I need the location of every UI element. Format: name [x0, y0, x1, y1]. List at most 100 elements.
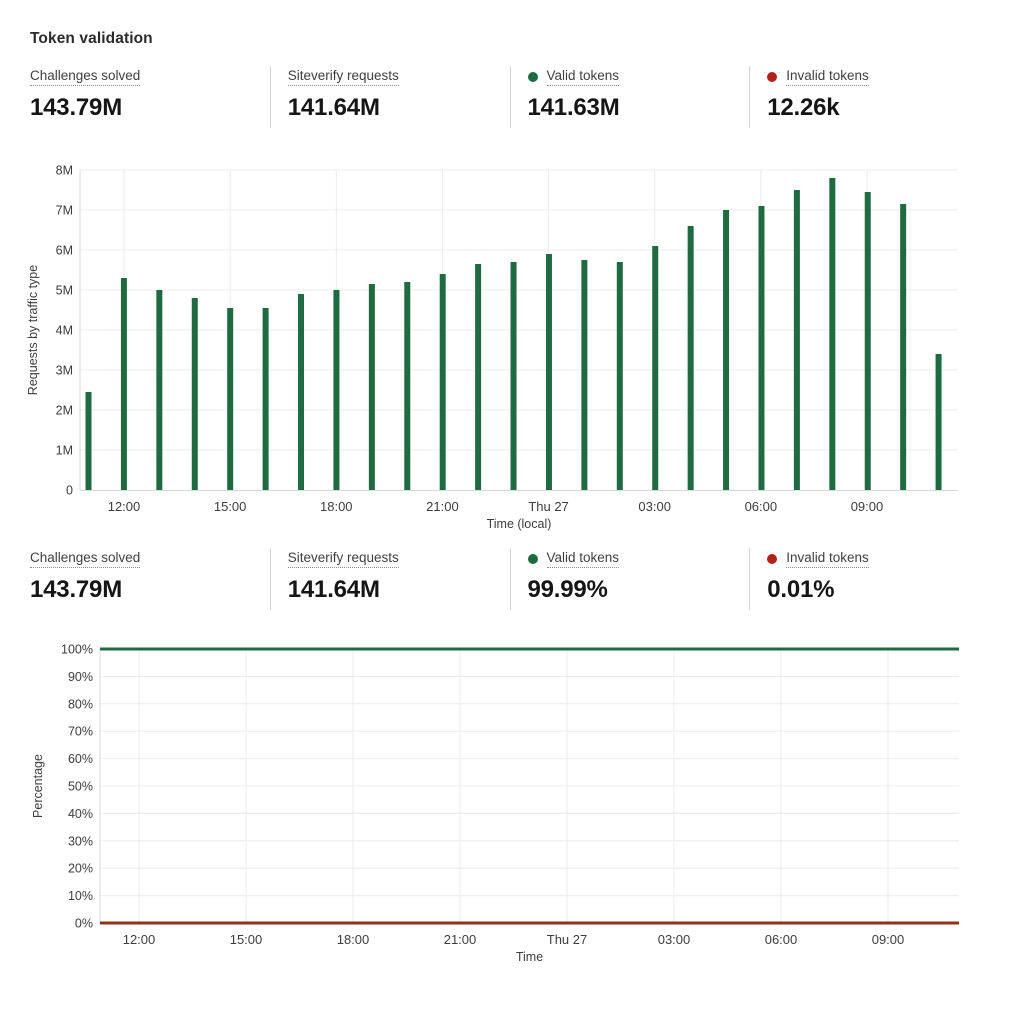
bar[interactable]: [475, 264, 482, 490]
gridlines: [80, 169, 958, 490]
bar[interactable]: [85, 392, 92, 490]
invalid-tokens-dot-icon: [767, 554, 778, 564]
bar[interactable]: [227, 308, 234, 490]
requests-bar-chart[interactable]: 0 1M 2M 3M 4M 5M 6M 7M 8M 12:00 15:00 18:00 21:00 Thu…: [0, 160, 1019, 540]
svg-text:12:00: 12:00: [108, 499, 141, 514]
stats-row-percentage: Challenges solved 143.79M Siteverify req…: [30, 548, 989, 610]
stat-label-valid-tokens-pct[interactable]: Valid tokens: [546, 550, 620, 568]
stat-value-valid-tokens: 141.63M: [527, 94, 620, 121]
stat-value-invalid-tokens: 12.26k: [767, 94, 840, 121]
axes: [79, 170, 958, 491]
stat-label-invalid-tokens[interactable]: Invalid tokens: [786, 68, 869, 86]
stat-label-invalid-tokens-pct[interactable]: Invalid tokens: [786, 550, 869, 568]
stat-label-challenges-solved-2[interactable]: Challenges solved: [30, 550, 141, 568]
stat-value-valid-tokens-pct: 99.99%: [527, 576, 608, 603]
svg-text:03:00: 03:00: [658, 932, 691, 947]
stat-value-invalid-tokens-pct: 0.01%: [767, 576, 835, 603]
percentage-lines[interactable]: [100, 647, 959, 925]
bar[interactable]: [191, 298, 198, 490]
svg-text:21:00: 21:00: [426, 499, 459, 514]
bar[interactable]: [120, 278, 127, 490]
svg-text:40%: 40%: [68, 807, 93, 821]
stats-row-volume: Challenges solved 143.79M Siteverify req…: [30, 66, 989, 128]
bar[interactable]: [262, 308, 269, 490]
bar[interactable]: [758, 206, 765, 490]
stat-valid-tokens: Valid tokens 141.63M: [509, 66, 750, 128]
bar[interactable]: [333, 290, 340, 490]
svg-text:06:00: 06:00: [745, 499, 778, 514]
stat-value-siteverify-requests: 141.64M: [287, 94, 380, 121]
svg-text:2M: 2M: [56, 404, 73, 418]
svg-text:Thu 27: Thu 27: [528, 499, 568, 514]
svg-text:12:00: 12:00: [123, 932, 156, 947]
stat-challenges-solved-2: Challenges solved 143.79M: [30, 548, 270, 610]
bar[interactable]: [864, 192, 871, 490]
svg-text:90%: 90%: [68, 670, 93, 684]
bar[interactable]: [581, 260, 588, 490]
stat-invalid-tokens: Invalid tokens 12.26k: [749, 66, 989, 128]
bar[interactable]: [723, 210, 730, 490]
bar[interactable]: [404, 282, 411, 490]
svg-text:15:00: 15:00: [230, 932, 263, 947]
stat-siteverify-requests-2: Siteverify requests 141.64M: [269, 548, 510, 610]
svg-text:20%: 20%: [68, 862, 93, 876]
y-axis-labels: 0 1M 2M 3M 4M 5M 6M 7M 8M: [56, 164, 73, 498]
y-axis-labels: 0% 10% 20% 30% 40% 50% 60% 70% 80% 90% 100%: [61, 643, 93, 931]
bar[interactable]: [616, 262, 623, 490]
gridlines: [100, 648, 959, 923]
svg-text:Thu 27: Thu 27: [547, 932, 587, 947]
page-title: Token validation: [30, 30, 153, 47]
svg-text:7M: 7M: [56, 204, 73, 218]
stat-label-siteverify-requests[interactable]: Siteverify requests: [287, 68, 399, 86]
x-axis-title: Time: [516, 950, 543, 964]
svg-text:8M: 8M: [56, 164, 73, 178]
svg-text:0%: 0%: [75, 917, 93, 931]
svg-text:09:00: 09:00: [851, 499, 884, 514]
svg-text:3M: 3M: [56, 364, 73, 378]
svg-text:09:00: 09:00: [872, 932, 905, 947]
bar[interactable]: [368, 284, 375, 490]
svg-text:06:00: 06:00: [765, 932, 798, 947]
stat-label-valid-tokens[interactable]: Valid tokens: [546, 68, 620, 86]
svg-text:30%: 30%: [68, 834, 93, 848]
stat-valid-tokens-pct: Valid tokens 99.99%: [509, 548, 750, 610]
svg-text:5M: 5M: [56, 284, 73, 298]
stat-value-siteverify-requests-2: 141.64M: [287, 576, 380, 603]
svg-text:50%: 50%: [68, 780, 93, 794]
bar[interactable]: [439, 274, 446, 490]
svg-text:0: 0: [66, 484, 73, 498]
x-axis-labels: 12:00 15:00 18:00 21:00 Thu 27 03:00 06:00 09:0…: [108, 499, 884, 514]
valid-tokens-dot-icon: [527, 554, 538, 564]
traffic-bars[interactable]: [85, 178, 942, 490]
svg-text:1M: 1M: [56, 444, 73, 458]
bar[interactable]: [156, 290, 163, 490]
bar[interactable]: [545, 254, 552, 490]
bar[interactable]: [829, 178, 836, 490]
svg-text:80%: 80%: [68, 697, 93, 711]
stat-value-challenges-solved: 143.79M: [30, 94, 122, 121]
bar[interactable]: [510, 262, 517, 490]
svg-text:100%: 100%: [61, 643, 93, 657]
svg-text:15:00: 15:00: [214, 499, 247, 514]
bar[interactable]: [900, 204, 907, 490]
percentage-line-chart[interactable]: 0% 10% 20% 30% 40% 50% 60% 70% 80% 90% 100% 12:00 15…: [0, 635, 1019, 980]
svg-text:4M: 4M: [56, 324, 73, 338]
svg-text:18:00: 18:00: [320, 499, 353, 514]
bar[interactable]: [935, 354, 942, 490]
stat-value-challenges-solved-2: 143.79M: [30, 576, 122, 603]
bar[interactable]: [687, 226, 694, 490]
stat-label-siteverify-requests-2[interactable]: Siteverify requests: [287, 550, 399, 568]
bar[interactable]: [793, 190, 800, 490]
bar[interactable]: [298, 294, 305, 490]
svg-text:70%: 70%: [68, 725, 93, 739]
svg-text:6M: 6M: [56, 244, 73, 258]
bar[interactable]: [652, 246, 659, 490]
svg-text:60%: 60%: [68, 752, 93, 766]
svg-text:03:00: 03:00: [638, 499, 671, 514]
stat-label-challenges-solved[interactable]: Challenges solved: [30, 68, 141, 86]
svg-text:10%: 10%: [68, 889, 93, 903]
valid-tokens-dot-icon: [527, 72, 538, 82]
svg-text:21:00: 21:00: [444, 932, 477, 947]
x-axis-labels: 12:00 15:00 18:00 21:00 Thu 27 03:00 06:00 09:0…: [123, 932, 905, 947]
